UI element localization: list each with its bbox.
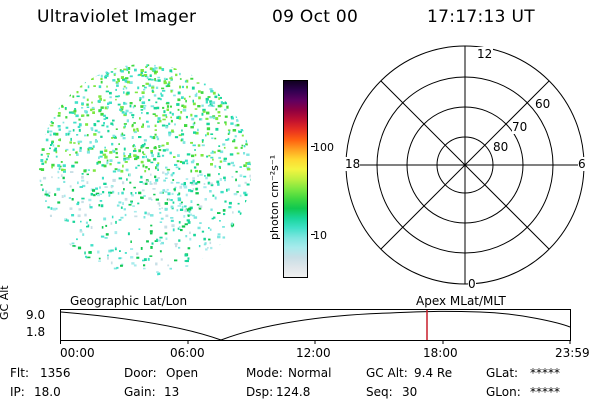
mlt-label-6: 6 xyxy=(578,157,586,171)
ip-label: IP: xyxy=(10,385,25,399)
timeline-x-tick-0600: 06:00 xyxy=(170,346,205,360)
seq-label: Seq: xyxy=(366,385,393,399)
glat-label: GLat: xyxy=(486,366,519,380)
flt-label: Flt: xyxy=(10,366,29,380)
mlat-label-80: 80 xyxy=(493,140,509,154)
mlat-label-70: 70 xyxy=(512,120,528,134)
timeline-x-tick-1800: 18:00 xyxy=(423,346,458,360)
mlt-label-0: 0 xyxy=(468,277,476,291)
glon-label: GLon: xyxy=(486,385,521,399)
timeline-y-tick-9: 9.0 xyxy=(26,308,46,322)
timeline-y-axis-label: GC Alt xyxy=(0,285,11,320)
timeline-x-tick-0000: 00:00 xyxy=(60,346,95,360)
door-value: Open xyxy=(166,366,199,380)
glon-value: ***** xyxy=(530,385,560,399)
altitude-curve xyxy=(60,310,571,341)
gc-alt-label: GC Alt: xyxy=(366,366,408,380)
time-label: 17:17:13 UT xyxy=(427,7,535,27)
timeline-frame xyxy=(60,309,571,341)
mode-label: Mode: xyxy=(246,366,283,380)
polar-grid xyxy=(345,45,585,285)
timeline-left-caption: Geographic Lat/Lon xyxy=(70,294,188,308)
timeline-x-tick-1200: 12:00 xyxy=(296,346,331,360)
timeline-right-caption: Apex MLat/MLT xyxy=(416,294,506,308)
colorbar-tick-100: 100 xyxy=(313,141,334,154)
seq-value: 30 xyxy=(402,385,418,399)
gain-value: 13 xyxy=(164,385,180,399)
gain-label: Gain: xyxy=(124,385,156,399)
colorbar-tick-mark xyxy=(311,234,315,235)
colorbar-axis-label: photon cm⁻²s⁻¹ xyxy=(268,154,281,240)
mlat-label-60: 60 xyxy=(535,97,551,111)
gc-alt-value: 9.4 Re xyxy=(414,366,453,380)
dsp-label: Dsp: xyxy=(246,385,274,399)
colorbar xyxy=(283,80,308,278)
date-label: 09 Oct 00 xyxy=(272,7,359,27)
mlt-label-18: 18 xyxy=(345,157,361,171)
timeline-x-tick-2359: 23:59 xyxy=(555,346,590,360)
polar-diagonal-line xyxy=(380,80,550,250)
door-label: Door: xyxy=(124,366,157,380)
colorbar-tick-mark xyxy=(311,146,315,147)
mode-value: Normal xyxy=(288,366,332,380)
timeline-y-tick-1-8: 1.8 xyxy=(26,325,46,339)
colorbar-tick-10: 10 xyxy=(313,229,327,242)
instrument-title: Ultraviolet Imager xyxy=(37,7,197,27)
auroral-image-disk xyxy=(39,64,251,276)
mlt-label-12: 12 xyxy=(476,47,494,61)
flt-value: 1356 xyxy=(40,366,71,380)
dsp-value: 124.8 xyxy=(276,385,311,399)
timeline-plot xyxy=(60,309,571,344)
ip-value: 18.0 xyxy=(34,385,61,399)
auroral-image-pixels xyxy=(39,64,251,276)
glat-value: ***** xyxy=(530,366,560,380)
